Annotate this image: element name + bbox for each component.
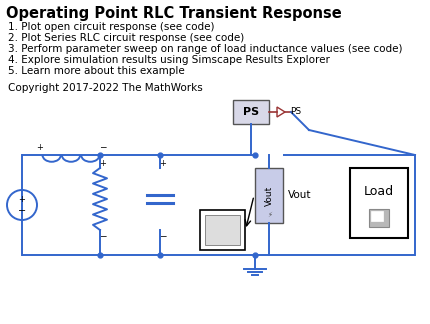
FancyBboxPatch shape bbox=[371, 211, 383, 221]
Text: −: − bbox=[18, 206, 26, 216]
Text: 2. Plot Series RLC circuit response (see code): 2. Plot Series RLC circuit response (see… bbox=[8, 33, 244, 43]
Text: +: + bbox=[37, 143, 43, 152]
Text: Load: Load bbox=[364, 185, 394, 198]
Text: ⚡: ⚡ bbox=[267, 212, 273, 218]
Text: Vout: Vout bbox=[264, 185, 273, 206]
Text: PS: PS bbox=[243, 107, 259, 117]
Text: +: + bbox=[160, 158, 166, 168]
Text: PS: PS bbox=[290, 108, 301, 117]
Text: +: + bbox=[18, 195, 25, 204]
Text: −: − bbox=[99, 232, 107, 240]
Text: 3. Perform parameter sweep on range of load inductance values (see code): 3. Perform parameter sweep on range of l… bbox=[8, 44, 402, 54]
Text: 5. Learn more about this example: 5. Learn more about this example bbox=[8, 66, 185, 76]
FancyBboxPatch shape bbox=[233, 100, 269, 124]
FancyBboxPatch shape bbox=[255, 168, 283, 223]
Text: +: + bbox=[100, 158, 107, 168]
Text: −: − bbox=[99, 143, 107, 152]
FancyBboxPatch shape bbox=[369, 209, 389, 226]
Text: −: − bbox=[159, 232, 167, 240]
FancyBboxPatch shape bbox=[350, 168, 408, 238]
Text: 1. Plot open circuit response (see code): 1. Plot open circuit response (see code) bbox=[8, 22, 215, 32]
FancyBboxPatch shape bbox=[205, 215, 240, 245]
FancyBboxPatch shape bbox=[200, 210, 245, 250]
Text: Copyright 2017-2022 The MathWorks: Copyright 2017-2022 The MathWorks bbox=[8, 83, 203, 93]
Text: Operating Point RLC Transient Response: Operating Point RLC Transient Response bbox=[6, 6, 342, 21]
Text: 4. Explore simulation results using Simscape Results Explorer: 4. Explore simulation results using Sims… bbox=[8, 55, 330, 65]
Text: Vout: Vout bbox=[288, 191, 311, 201]
Polygon shape bbox=[277, 107, 285, 117]
